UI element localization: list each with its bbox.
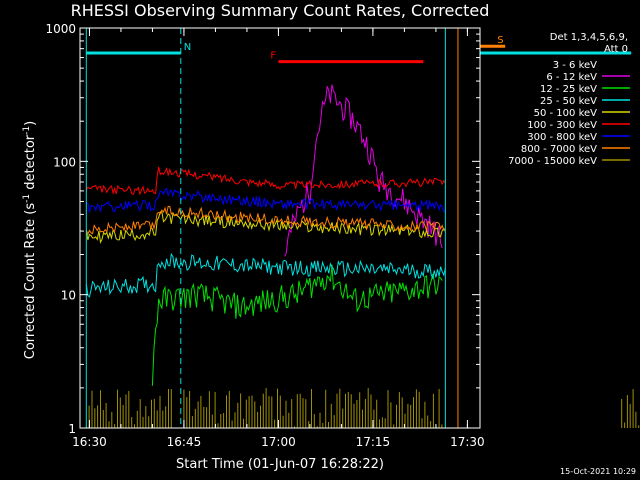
axes: 1 10 100 1000 16:30 16:45 17:00 17:15 17:30	[45, 22, 484, 449]
y-axis-label-main: Corrected Count Rate (s	[23, 203, 38, 360]
series-3-6-kev	[158, 95, 443, 350]
x-tick-label: 17:30	[450, 435, 485, 449]
series-100-300-kev	[85, 166, 446, 196]
series-25-50-kev	[85, 252, 446, 298]
axes-frame	[79, 27, 481, 429]
y-tick-label: 1000	[45, 22, 76, 36]
legend-entry-label: 300 - 800 keV	[527, 132, 597, 143]
x-axis-label: Start Time (01-Jun-07 16:28:22)	[176, 457, 384, 472]
legend-entry-label: 800 - 7000 keV	[521, 144, 597, 155]
series-6-12-kev	[284, 84, 443, 257]
y-axis-label-mid: detector	[23, 134, 38, 194]
x-tick-label: 17:15	[356, 435, 391, 449]
y-tick-label: 10	[61, 289, 76, 303]
x-tick-label: 16:30	[72, 435, 107, 449]
legend-entry-label: 3 - 6 keV	[553, 60, 597, 71]
flag-label-S: S	[497, 35, 503, 46]
series-300-800-kev	[86, 187, 446, 213]
legend-entry-label: 25 - 50 keV	[540, 96, 597, 107]
y-axis-label-sup2: -1	[22, 126, 32, 135]
chart-title: RHESSI Observing Summary Count Rates, Co…	[71, 1, 490, 20]
series-800-7000-kev	[85, 205, 446, 236]
plot-area: N F S	[85, 28, 640, 428]
legend-entry-label: 12 - 25 keV	[540, 84, 597, 95]
series-50-100-kev	[85, 211, 446, 244]
y-tick-label: 100	[53, 155, 76, 169]
x-tick-label: 17:00	[261, 435, 296, 449]
flag-label-N: N	[184, 42, 191, 53]
y-axis-label: Corrected Count Rate (s-1 detector-1)	[22, 121, 38, 359]
y-tick-label: 1	[68, 422, 76, 436]
x-tick-label: 16:45	[167, 435, 202, 449]
legend-entry-label: 50 - 100 keV	[534, 108, 598, 119]
legend-header: Att 0	[604, 44, 628, 55]
legend-entry-label: 7000 - 15000 keV	[508, 156, 597, 167]
series-7000-15000-kev	[85, 388, 640, 428]
timestamp: 15-Oct-2021 10:29	[560, 467, 636, 476]
y-axis-label-end: )	[23, 121, 38, 126]
y-axis-label-sup1: -1	[22, 194, 32, 203]
series-12-25-kev	[151, 264, 443, 386]
legend-header: Det 1,3,4,5,6,9,	[550, 32, 628, 43]
legend-entry-label: 100 - 300 keV	[527, 120, 597, 131]
flag-label-F: F	[270, 51, 276, 62]
legend-entry-label: 6 - 12 keV	[546, 72, 597, 83]
